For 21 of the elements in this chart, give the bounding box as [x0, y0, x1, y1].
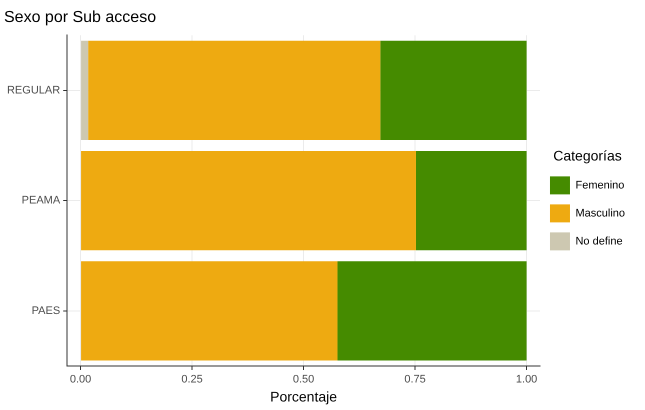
legend-title: Categorías: [553, 147, 622, 164]
bar: [337, 261, 527, 360]
legend-label: No define: [575, 235, 623, 248]
y-tick-label: PAES: [32, 304, 60, 317]
legend-label: Femenino: [575, 179, 624, 192]
bar: [380, 40, 527, 140]
x-tick-label: 0.50: [292, 374, 314, 386]
legend-label: Masculino: [575, 207, 626, 220]
x-tick-label: 0.25: [181, 374, 203, 386]
y-tick-label: PEAMA: [22, 194, 61, 207]
bar: [88, 40, 380, 140]
x-tick-label: 0.00: [70, 374, 92, 386]
x-tick-label: 1.00: [516, 374, 538, 386]
y-tick-label: REGULAR: [6, 84, 60, 96]
x-axis-title: Porcentaje: [270, 388, 338, 404]
bar: [416, 150, 527, 250]
x-tick-label: 0.75: [404, 374, 426, 386]
bar: [81, 261, 338, 360]
bar: [81, 40, 88, 140]
bar: [81, 150, 416, 250]
chart-title: Sexo por Sub acceso: [4, 9, 156, 26]
